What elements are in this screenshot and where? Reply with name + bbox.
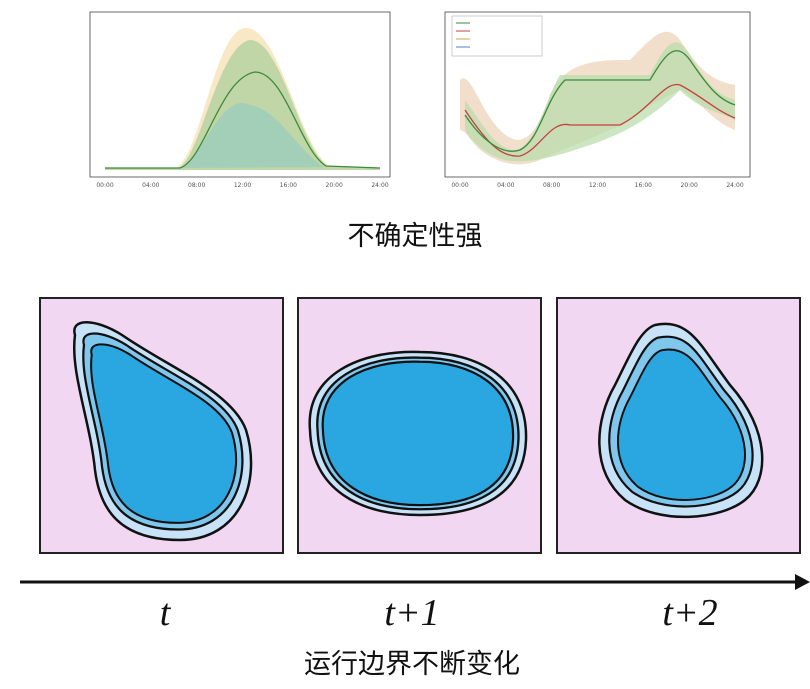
x-tick-label: 00:00 [451,182,468,189]
x-tick-label: 08:00 [188,182,205,189]
panel [298,298,541,553]
panel [40,298,283,553]
mini-chart-left: 00:00 04:00 08:00 12:00 16:00 20:00 24:00 [90,12,390,189]
x-tick-label: 24:00 [726,182,743,189]
panel-label: t [160,592,172,634]
x-tick-label: 12:00 [234,182,251,189]
x-tick-label: 20:00 [681,182,698,189]
x-tick-label: 20:00 [326,182,343,189]
panel-label: t+1 [384,592,439,634]
x-tick-label: 04:00 [497,182,514,189]
x-tick-label: 08:00 [543,182,560,189]
x-tick-label: 00:00 [96,182,113,189]
x-tick-label: 04:00 [142,182,159,189]
x-tick-label: 24:00 [371,182,388,189]
x-tick-label: 16:00 [635,182,652,189]
x-tick-label: 12:00 [589,182,606,189]
panel-label: t+2 [662,592,717,634]
caption-bottom: 运行边界不断变化 [304,649,520,680]
mini-chart-right: 00:00 04:00 08:00 12:00 16:00 20:00 24:00 [445,12,750,189]
figure: 00:00 04:00 08:00 12:00 16:00 20:00 24:00 00:0… [0,0,810,689]
panel [557,298,800,553]
arrow-head [795,574,810,590]
caption-top: 不确定性强 [348,221,483,252]
x-tick-label: 16:00 [280,182,297,189]
